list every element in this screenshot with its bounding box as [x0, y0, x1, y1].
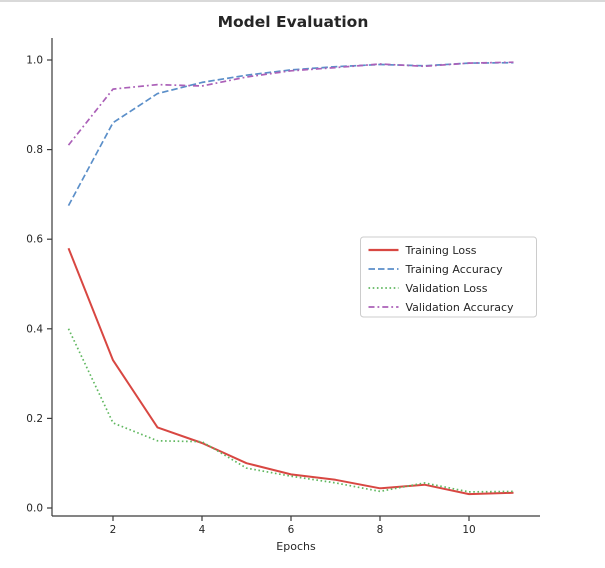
legend-box	[360, 236, 537, 318]
legend-entry-training-loss: Training Loss	[368, 244, 477, 257]
x-tick-label: 4	[199, 524, 206, 536]
y-tick-label: 0.4	[26, 323, 43, 335]
legend-label-training-loss: Training Loss	[405, 244, 477, 257]
y-tick-label: 0.0	[26, 503, 43, 515]
series-line-validation-accuracy	[67, 61, 514, 146]
x-tick-label: 2	[110, 524, 117, 536]
chart-title: Model Evaluation	[218, 13, 369, 31]
x-tick-label: 6	[288, 524, 295, 536]
y-tick-label: 0.8	[26, 144, 43, 156]
legend-label-training-accuracy: Training Accuracy	[405, 263, 504, 276]
y-tick-label: 1.0	[26, 55, 43, 67]
x-axis-label: Epochs	[276, 540, 316, 553]
y-tick-label: 0.6	[26, 234, 43, 246]
legend: Training Loss Training Accuracy Validation…	[360, 236, 537, 318]
x-tick-label: 10	[462, 524, 475, 536]
legend-entry-validation-loss: Validation Loss	[368, 282, 488, 295]
series-line-validation-loss	[67, 328, 514, 493]
y-tick-label: 0.2	[26, 413, 43, 425]
series-line-training-loss	[67, 247, 514, 496]
legend-label-validation-accuracy: Validation Accuracy	[406, 301, 515, 314]
legend-entry-training-accuracy: Training Accuracy	[368, 263, 504, 276]
series-line-training-accuracy	[67, 61, 514, 207]
series-lines	[67, 61, 514, 496]
window-top-border	[0, 0, 605, 2]
axes: 0.0 0.2 0.4 0.6 0.8 1.0 2 4 6 8 10	[26, 38, 540, 536]
x-tick-label: 8	[377, 524, 384, 536]
legend-entry-validation-accuracy: Validation Accuracy	[368, 301, 515, 314]
legend-label-validation-loss: Validation Loss	[406, 282, 488, 295]
